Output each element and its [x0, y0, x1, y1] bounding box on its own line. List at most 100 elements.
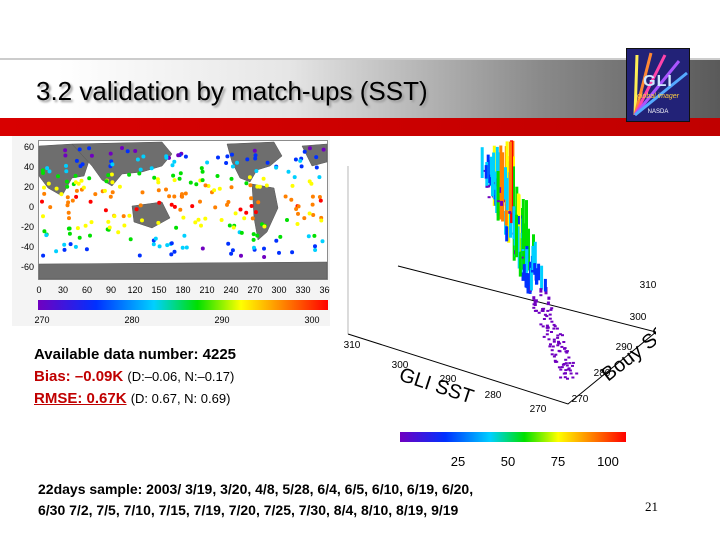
- scatter-point: [539, 294, 543, 297]
- scatter-point: [483, 169, 487, 172]
- map-matchup-point: [285, 218, 289, 222]
- scatter-point: [553, 359, 557, 362]
- map-matchup-point: [164, 154, 169, 159]
- map-matchup-point: [110, 162, 115, 167]
- scatter-point: [559, 376, 563, 379]
- scatter-point: [569, 372, 573, 375]
- map-matchup-point: [46, 181, 51, 186]
- map-matchup-point: [93, 192, 98, 197]
- map-matchup-point: [88, 199, 93, 204]
- map-matchup-point: [231, 225, 236, 230]
- map-matchup-point: [262, 224, 267, 229]
- scatter-point: [550, 331, 553, 333]
- count-colorbar-label: 25: [451, 454, 465, 468]
- map-matchup-point: [81, 185, 86, 190]
- scatter-point: [547, 338, 551, 341]
- map-matchup-point: [87, 176, 92, 181]
- map-matchup-point: [122, 223, 127, 228]
- scatter-point: [548, 317, 552, 320]
- scatter-point: [548, 313, 552, 316]
- map-matchup-point: [294, 207, 299, 211]
- map-matchup-point: [77, 235, 82, 240]
- bias-value: Bias: –0.09K: [34, 368, 124, 385]
- map-matchup-point: [156, 180, 161, 185]
- scatter-point: [508, 141, 512, 213]
- scatter-point: [564, 358, 568, 361]
- scatter-point: [545, 324, 549, 327]
- map-matchup-point: [314, 155, 319, 160]
- scatter-point: [571, 376, 575, 379]
- scatter-point: [550, 307, 554, 310]
- map-matchup-point: [190, 204, 195, 209]
- scatter-point: [561, 334, 564, 337]
- map-matchup-point: [296, 204, 301, 209]
- scatter-point: [552, 327, 556, 330]
- scatter-point: [499, 145, 503, 220]
- map-matchup-point: [320, 239, 325, 244]
- logo-subtitle: global imager: [636, 93, 680, 100]
- map-matchup-point: [64, 179, 69, 184]
- map-matchup-point: [200, 246, 205, 251]
- map-matchup-point: [75, 226, 80, 231]
- map-matchup-point: [137, 171, 142, 176]
- map-matchup-point: [183, 154, 188, 159]
- map-matchup-point: [296, 211, 300, 216]
- continent-europe-east: [301, 143, 328, 167]
- map-matchup-point: [74, 158, 79, 163]
- map-matchup-point: [256, 200, 261, 205]
- map-matchup-point: [311, 213, 316, 217]
- map-matchup-point: [233, 211, 238, 216]
- scatter-point: [564, 350, 568, 353]
- map-matchup-point: [121, 214, 126, 219]
- map-matchup-point: [238, 207, 243, 212]
- map-matchup-point: [127, 172, 132, 177]
- map-matchup-point: [277, 250, 281, 255]
- map-matchup-point: [155, 177, 160, 182]
- map-matchup-point: [196, 217, 201, 222]
- map-lat-label: 20: [24, 182, 34, 192]
- map-matchup-point: [68, 242, 73, 247]
- map-matchup-point: [249, 204, 254, 208]
- map-matchup-point: [174, 225, 179, 230]
- map-matchup-point: [138, 167, 143, 172]
- map-matchup-point: [302, 149, 307, 154]
- scatter-point: [539, 323, 543, 326]
- map-matchup-point: [244, 210, 249, 215]
- scatter-point: [487, 174, 491, 184]
- map-lat-label: -40: [21, 242, 34, 252]
- map-matchup-point: [63, 153, 68, 158]
- map-matchup-point: [181, 215, 186, 220]
- map-matchup-point: [290, 250, 295, 255]
- map-matchup-point: [317, 175, 322, 180]
- map-matchup-point: [156, 188, 161, 193]
- map-matchup-point: [108, 194, 113, 199]
- scatter-point: [487, 196, 491, 199]
- scatter-point: [559, 368, 563, 371]
- scatter-point: [537, 311, 541, 314]
- scatter-point: [562, 341, 566, 343]
- map-matchup-point: [261, 176, 266, 181]
- count-colorbar-label: 100: [597, 454, 619, 468]
- map-matchup-point: [117, 184, 122, 189]
- map-matchup-point: [314, 165, 319, 170]
- map-matchup-point: [63, 148, 68, 153]
- map-matchup-point: [289, 197, 294, 202]
- map-matchup-point: [172, 178, 177, 183]
- map-matchup-point: [140, 218, 144, 223]
- scatter-point: [553, 325, 557, 328]
- map-matchup-point: [182, 233, 187, 238]
- bouy-sst-tick: 270: [572, 394, 589, 405]
- map-matchup-point: [205, 160, 210, 165]
- continent-asia: [71, 141, 173, 187]
- sample-dates-line-1: 22days sample: 2003/ 3/19, 3/20, 4/8, 5/…: [38, 481, 474, 497]
- scatter-point: [546, 301, 550, 306]
- scatter-point: [543, 313, 547, 316]
- scatter-point: [558, 333, 562, 336]
- scatter-point: [551, 345, 555, 348]
- map-matchup-point: [171, 173, 176, 178]
- map-matchup-point: [87, 146, 92, 151]
- scatter-point: [484, 165, 488, 179]
- map-matchup-point: [212, 188, 217, 193]
- map-lon-label: 210: [199, 285, 214, 295]
- scatter-point: [552, 338, 556, 341]
